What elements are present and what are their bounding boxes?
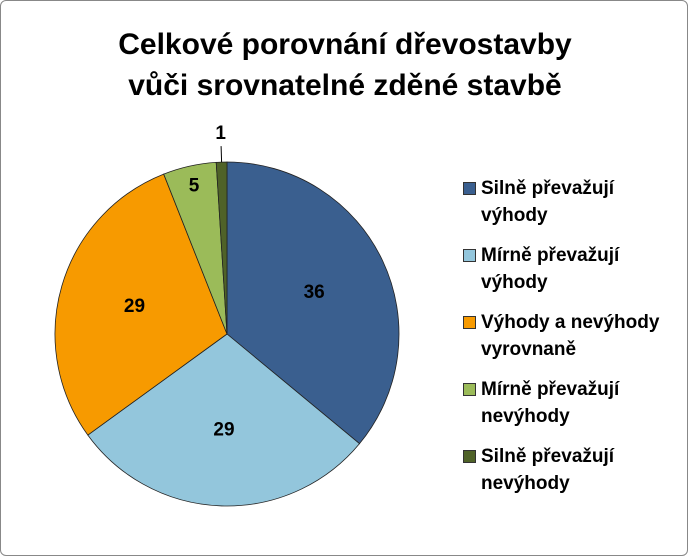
chart-title: vůči srovnatelné zděné stavbě: [128, 69, 562, 102]
legend-swatch: [463, 383, 476, 396]
chart-title: Celkové porovnání dřevostavby: [118, 28, 572, 61]
legend-label: Silně převažují nevýhody: [481, 446, 615, 494]
data-label: 36: [304, 282, 325, 303]
legend-swatch: [463, 316, 476, 329]
data-label: 29: [213, 419, 234, 440]
legend-label: Výhody a nevýhody vyrovnaně: [481, 312, 660, 360]
data-label: 5: [189, 175, 200, 196]
data-label: 29: [124, 296, 145, 317]
legend-label: Mírně převažují nevýhody: [481, 379, 620, 427]
legend-swatch: [463, 182, 476, 195]
pie-slice: [54, 173, 228, 436]
legend-label: Silně převažují výhody: [481, 178, 615, 226]
legend-label: Mírně převažují výhody: [481, 245, 620, 293]
legend-swatch: [463, 450, 476, 463]
data-label: 1: [215, 123, 226, 144]
pie-slice: [226, 161, 400, 445]
legend-swatch: [463, 249, 476, 262]
pie-slice: [87, 333, 361, 507]
leader-line: [220, 146, 223, 163]
